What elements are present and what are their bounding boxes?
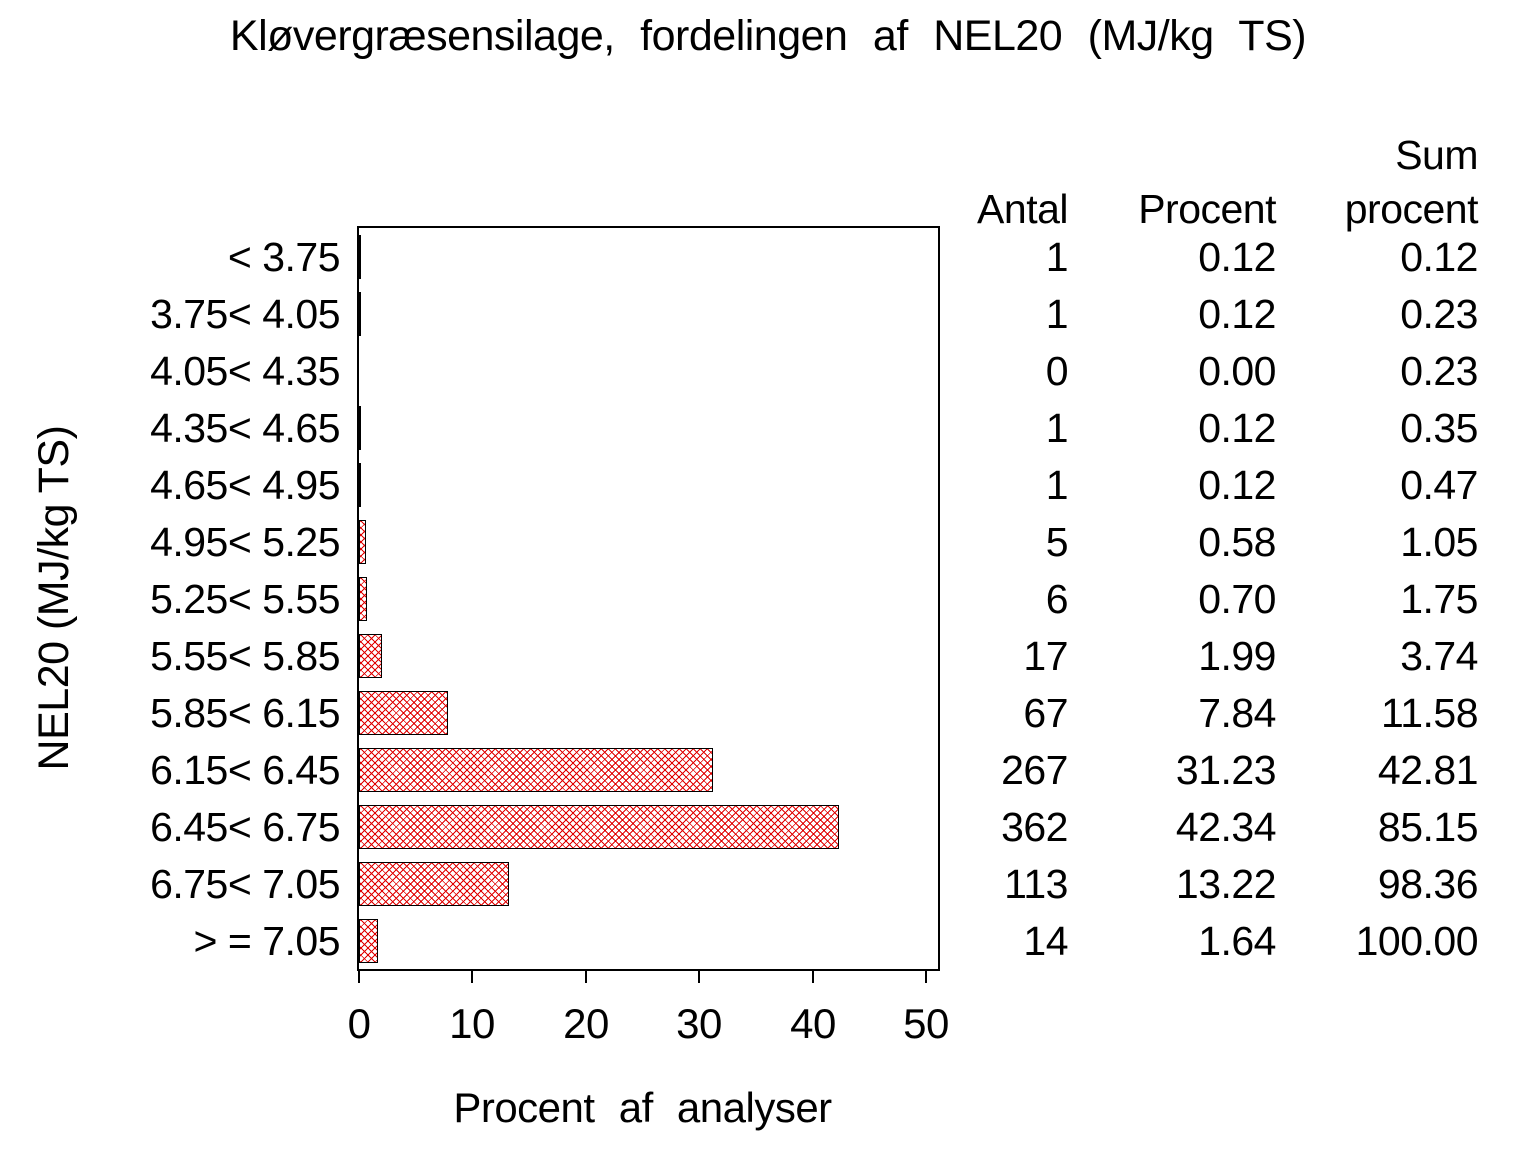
table-cell-antal: 362 (1001, 804, 1068, 850)
bar (359, 576, 367, 621)
table-cell-sum-procent: 0.23 (1400, 348, 1478, 394)
category-label: 6.45< 6.75 (150, 804, 340, 850)
table-cell-sum-procent: 42.81 (1377, 747, 1479, 793)
table-cell-sum-procent: 100.00 (1355, 918, 1479, 964)
table-cell-antal: 14 (1023, 918, 1068, 964)
table-cell-procent: 1.99 (1198, 633, 1276, 679)
table-cell-antal: 5 (1045, 519, 1069, 565)
x-axis-tick-label: 30 (676, 1000, 722, 1047)
category-label: 5.55< 5.85 (150, 633, 340, 679)
category-label: 6.15< 6.45 (150, 747, 340, 793)
column-header-procent: Procent (1138, 186, 1276, 232)
column-header-sum-line2: procent (1344, 186, 1479, 232)
column-header-antal: Antal (977, 186, 1068, 232)
bar (359, 519, 366, 564)
table-cell-antal: 1 (1045, 291, 1069, 337)
table-cell-procent: 0.12 (1198, 405, 1276, 451)
table-cell-antal: 17 (1023, 633, 1068, 679)
table-cell-procent: 1.64 (1198, 918, 1276, 964)
bar (359, 462, 361, 507)
table-cell-procent: 0.58 (1198, 519, 1276, 565)
bar (359, 747, 714, 792)
table-cell-sum-procent: 0.47 (1400, 462, 1478, 508)
table-cell-antal: 1 (1045, 234, 1069, 280)
category-label: 6.75< 7.05 (150, 861, 340, 907)
table-cell-antal: 113 (1004, 861, 1068, 907)
table-cell-procent: 0.00 (1198, 348, 1276, 394)
table-cell-sum-procent: 98.36 (1377, 861, 1479, 907)
category-label: 4.35< 4.65 (150, 405, 340, 451)
x-axis-tick-label: 0 (347, 1000, 371, 1047)
x-axis-tick (812, 970, 814, 983)
table-cell-procent: 0.70 (1198, 576, 1276, 622)
table-cell-procent: 13.22 (1175, 861, 1277, 907)
bar (359, 234, 361, 279)
x-axis-tick (698, 970, 700, 983)
column-header-sum-line1: Sum (1395, 132, 1478, 178)
table-cell-procent: 0.12 (1198, 291, 1276, 337)
table-cell-sum-procent: 0.23 (1400, 291, 1478, 337)
table-cell-sum-procent: 11.58 (1380, 690, 1479, 736)
table-cell-procent: 7.84 (1198, 690, 1276, 736)
category-label: 3.75< 4.05 (150, 291, 340, 337)
bar (359, 804, 840, 849)
category-label: > = 7.05 (193, 918, 341, 964)
x-axis-label: Procent af analyser (453, 1084, 832, 1131)
table-cell-procent: 0.12 (1198, 234, 1276, 280)
category-label: 4.95< 5.25 (150, 519, 340, 565)
table-cell-sum-procent: 1.75 (1400, 576, 1478, 622)
table-cell-sum-procent: 85.15 (1377, 804, 1479, 850)
x-axis-tick-label: 50 (903, 1000, 949, 1047)
bar (359, 861, 509, 906)
table-cell-antal: 1 (1045, 405, 1069, 451)
category-label: < 3.75 (227, 234, 341, 280)
category-label: 4.65< 4.95 (150, 462, 340, 508)
table-cell-procent: 31.23 (1175, 747, 1277, 793)
x-axis-tick (925, 970, 927, 983)
category-label: 5.85< 6.15 (150, 690, 340, 736)
table-cell-antal: 0 (1045, 348, 1069, 394)
bar (359, 690, 448, 735)
table-cell-sum-procent: 0.12 (1400, 234, 1478, 280)
table-cell-antal: 6 (1045, 576, 1069, 622)
table-cell-procent: 42.34 (1175, 804, 1277, 850)
x-axis-tick-label: 10 (449, 1000, 495, 1047)
table-cell-procent: 0.12 (1198, 462, 1276, 508)
x-axis-tick (585, 970, 587, 983)
x-axis-tick-label: 40 (790, 1000, 836, 1047)
category-label: 4.05< 4.35 (150, 348, 340, 394)
plot-area (357, 226, 940, 971)
table-cell-antal: 267 (1001, 747, 1068, 793)
bar (359, 918, 378, 963)
y-axis-label: NEL20 (MJ/kg TS) (30, 425, 78, 771)
x-axis-tick (471, 970, 473, 983)
x-axis-tick (358, 970, 360, 983)
bar (359, 633, 382, 678)
x-axis-tick-label: 20 (563, 1000, 609, 1047)
bar (359, 291, 361, 336)
table-cell-sum-procent: 0.35 (1400, 405, 1478, 451)
table-cell-antal: 1 (1045, 462, 1069, 508)
table-cell-sum-procent: 1.05 (1400, 519, 1478, 565)
table-cell-antal: 67 (1023, 690, 1068, 736)
chart-title: Kløvergræsensilage, fordelingen af NEL20… (229, 12, 1307, 60)
category-label: 5.25< 5.55 (150, 576, 340, 622)
bar (359, 405, 361, 450)
table-cell-sum-procent: 3.74 (1400, 633, 1478, 679)
